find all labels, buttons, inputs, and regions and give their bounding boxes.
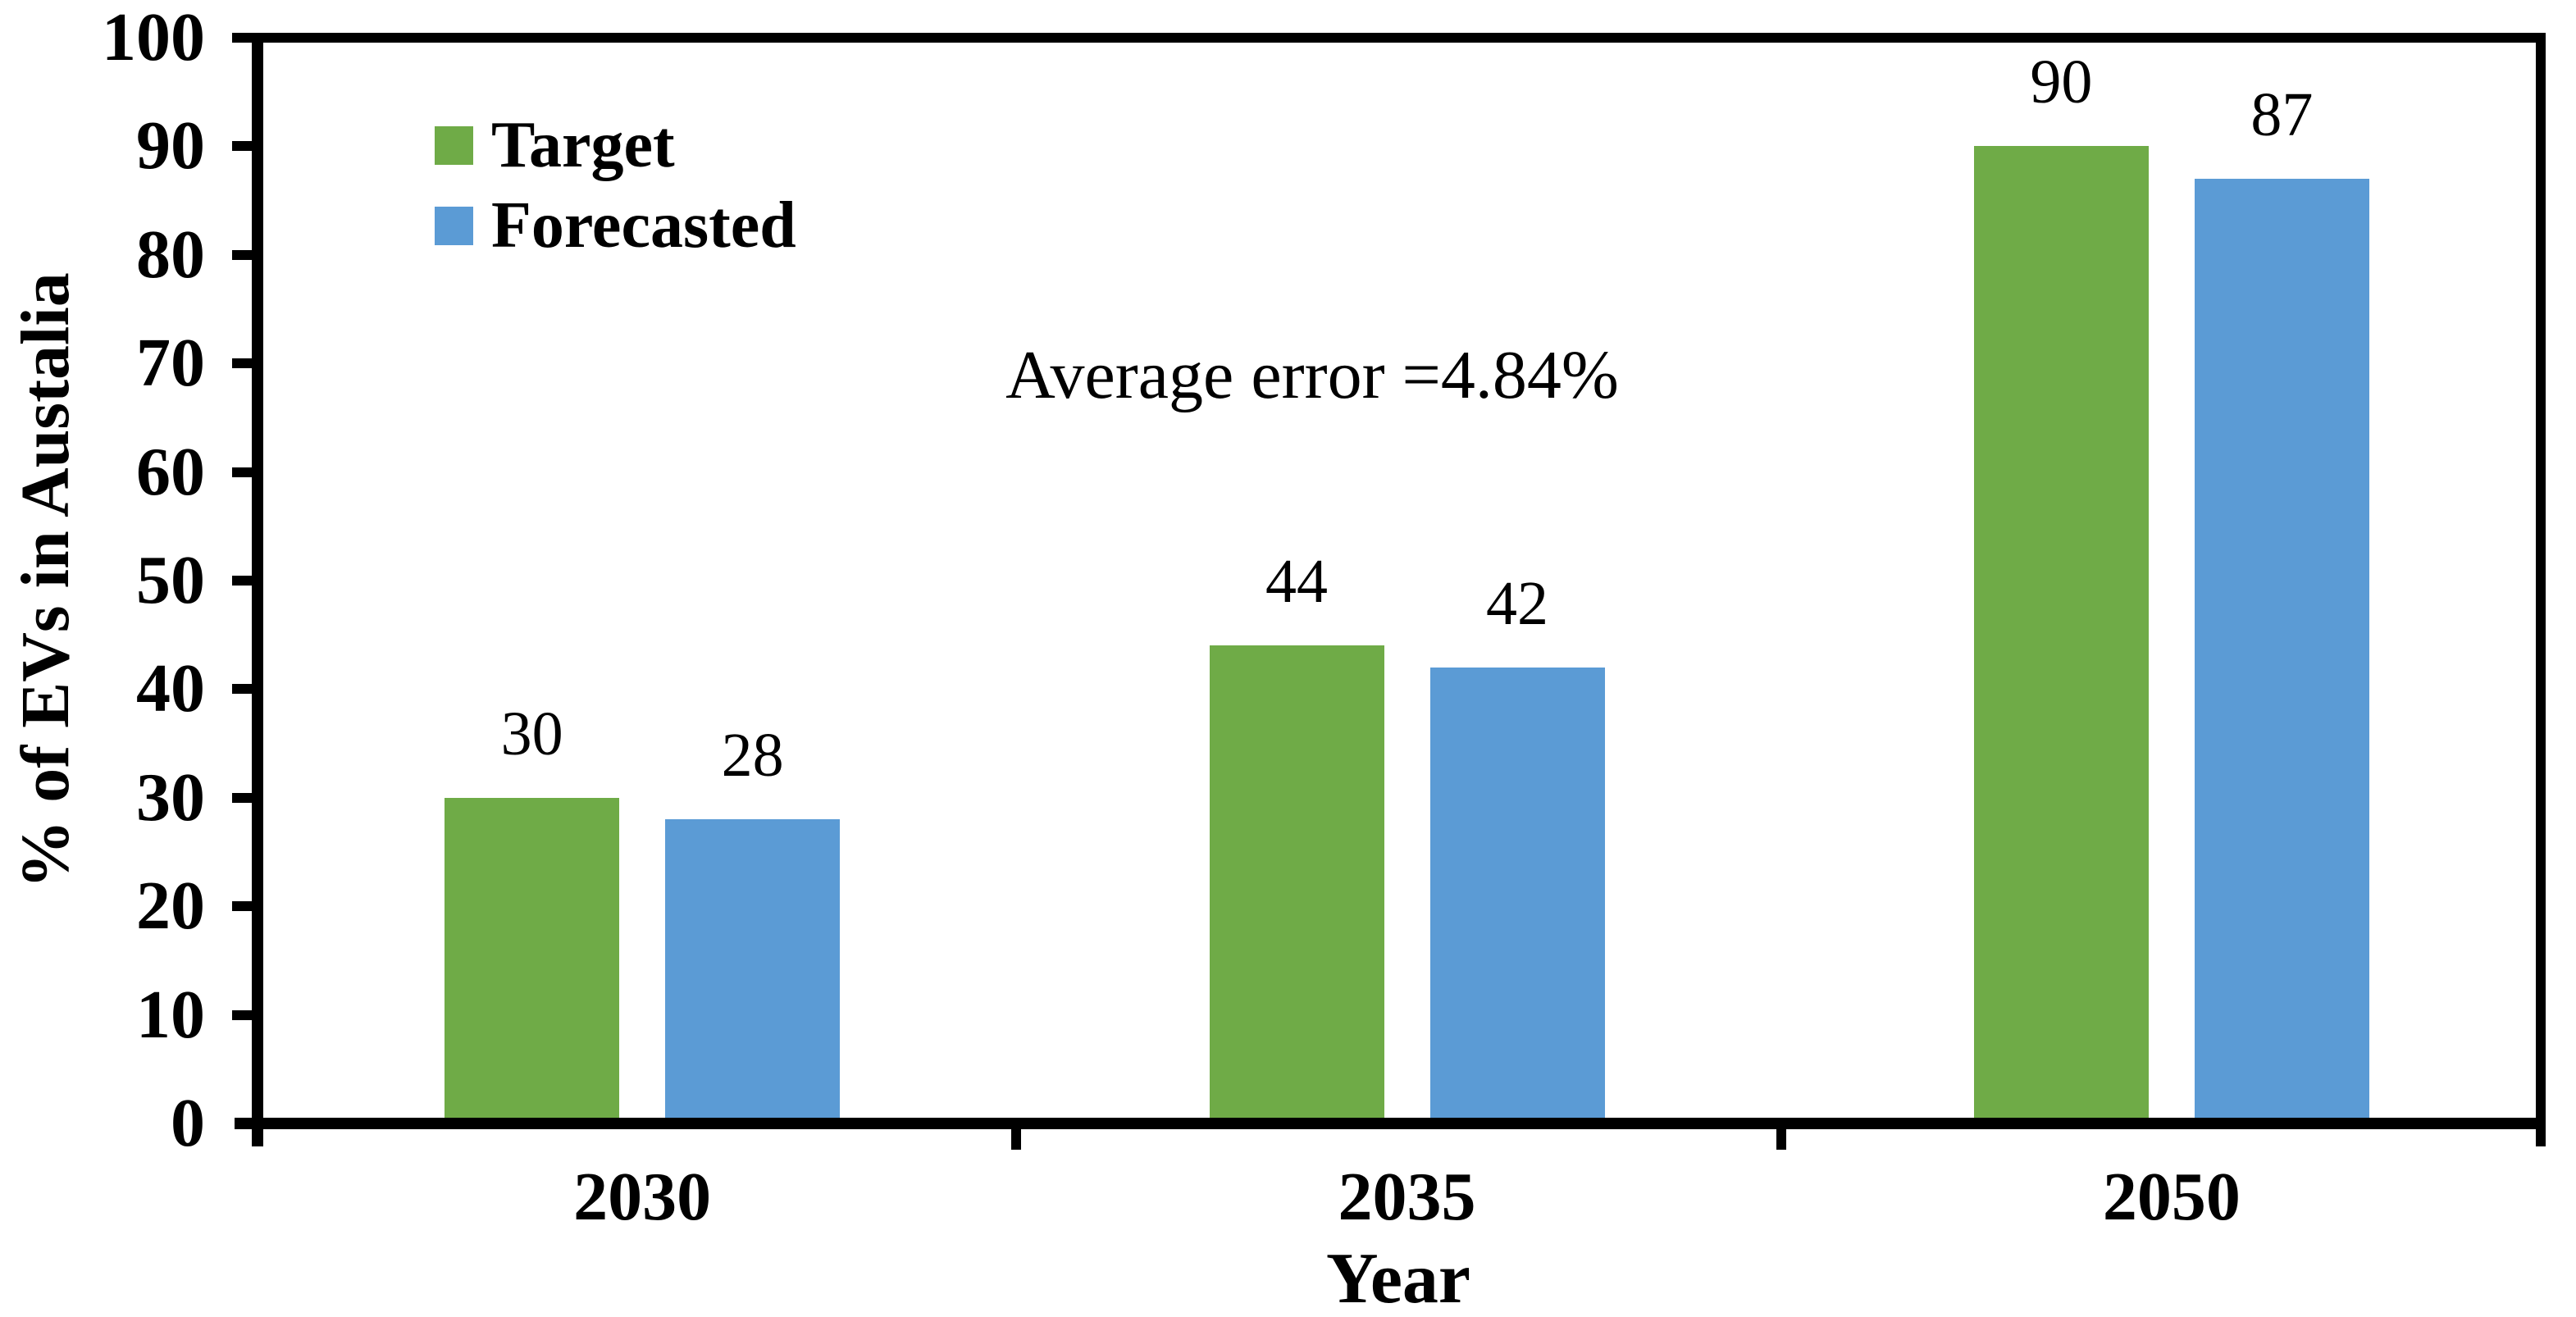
y-axis-tick	[232, 901, 252, 912]
legend-item-forecasted: Forecasted	[435, 185, 796, 266]
y-tick-label: 20	[136, 868, 205, 945]
x-tick-label: 2030	[573, 1159, 712, 1235]
y-axis-tick	[232, 358, 252, 369]
y-tick-label: 0	[171, 1085, 205, 1161]
bar-forecasted-2030	[665, 819, 841, 1123]
y-tick-label: 50	[136, 542, 205, 618]
y-tick-label: 30	[136, 759, 205, 836]
y-tick-label: 70	[136, 325, 205, 402]
x-axis-line	[235, 1118, 2546, 1129]
plot-top-border	[235, 33, 2546, 43]
legend-label-forecasted: Forecasted	[491, 189, 796, 262]
annotation-average-error: Average error =4.84%	[1005, 337, 1619, 413]
x-axis-tick	[1011, 1128, 1022, 1150]
x-axis-title: Year	[1326, 1239, 1470, 1317]
y-axis-tick	[232, 792, 252, 803]
bar-value-label: 44	[1265, 547, 1328, 616]
y-tick-label: 40	[136, 650, 205, 727]
bar-value-label: 42	[1486, 569, 1548, 638]
plot-right-border	[2536, 33, 2546, 1146]
y-tick-label: 10	[136, 976, 205, 1053]
x-tick-label: 2035	[1338, 1159, 1476, 1235]
legend-swatch-forecasted	[435, 206, 473, 245]
y-tick-label: 90	[136, 107, 205, 185]
y-tick-label: 100	[102, 0, 205, 75]
y-axis-tick	[232, 1009, 252, 1020]
y-axis-tick	[232, 141, 252, 152]
y-axis-tick	[232, 467, 252, 477]
x-axis-tick	[1776, 1128, 1786, 1150]
bar-value-label: 87	[2250, 80, 2314, 149]
legend-item-target: Target	[435, 105, 796, 185]
bar-value-label: 28	[721, 721, 784, 790]
bar-forecasted-2050	[2194, 179, 2369, 1123]
x-tick-label: 2050	[2102, 1159, 2241, 1235]
legend: Target Forecasted	[435, 105, 796, 266]
bar-target-2030	[445, 798, 620, 1123]
bar-target-2035	[1209, 645, 1384, 1123]
legend-label-target: Target	[491, 109, 675, 181]
legend-swatch-target	[435, 125, 473, 165]
y-axis-tick	[232, 33, 252, 43]
y-axis-tick	[232, 249, 252, 260]
y-tick-label: 80	[136, 216, 205, 293]
y-tick-label: 60	[136, 433, 205, 510]
bar-value-label: 90	[2030, 48, 2093, 116]
bar-forecasted-2035	[1429, 668, 1605, 1123]
y-axis-line	[252, 33, 263, 1146]
y-axis-tick	[232, 576, 252, 586]
bar-value-label: 30	[500, 700, 563, 768]
bar-target-2050	[1973, 146, 2149, 1123]
y-axis-tick	[232, 684, 252, 695]
